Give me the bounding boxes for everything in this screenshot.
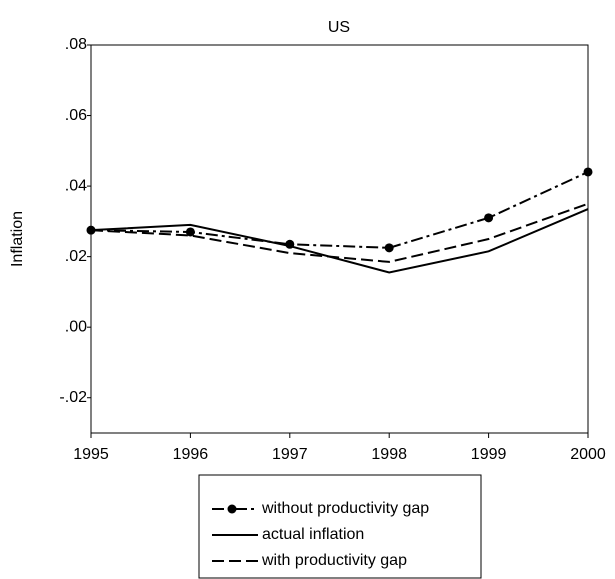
legend-label: actual inflation [262, 526, 364, 543]
y-axis-label: Inflation [9, 211, 26, 267]
series-line [90, 171, 589, 249]
series-line [90, 202, 589, 263]
y-tick-label: .06 [65, 107, 87, 124]
y-tick-label: .04 [65, 177, 87, 194]
series-line [90, 208, 589, 274]
legend-label: with productivity gap [261, 552, 407, 569]
series-marker [484, 213, 494, 223]
x-tick-label: 1996 [173, 446, 209, 463]
series-marker [583, 167, 593, 177]
x-tick-label: 1995 [73, 446, 109, 463]
x-tick-label: 1998 [371, 446, 407, 463]
chart-title: US [328, 19, 350, 36]
x-tick-label: 1997 [272, 446, 308, 463]
y-tick-label: .08 [65, 36, 87, 53]
legend-label: without productivity gap [261, 500, 429, 517]
x-tick-label: 1999 [471, 446, 507, 463]
legend-marker [227, 504, 237, 514]
series-marker [185, 227, 195, 237]
y-tick-label: .00 [65, 318, 87, 335]
x-tick-label: 2000 [570, 446, 606, 463]
plot-frame [90, 44, 589, 434]
y-tick-label: .02 [65, 248, 87, 265]
y-tick-label: -.02 [59, 389, 87, 406]
series-marker [384, 243, 394, 253]
